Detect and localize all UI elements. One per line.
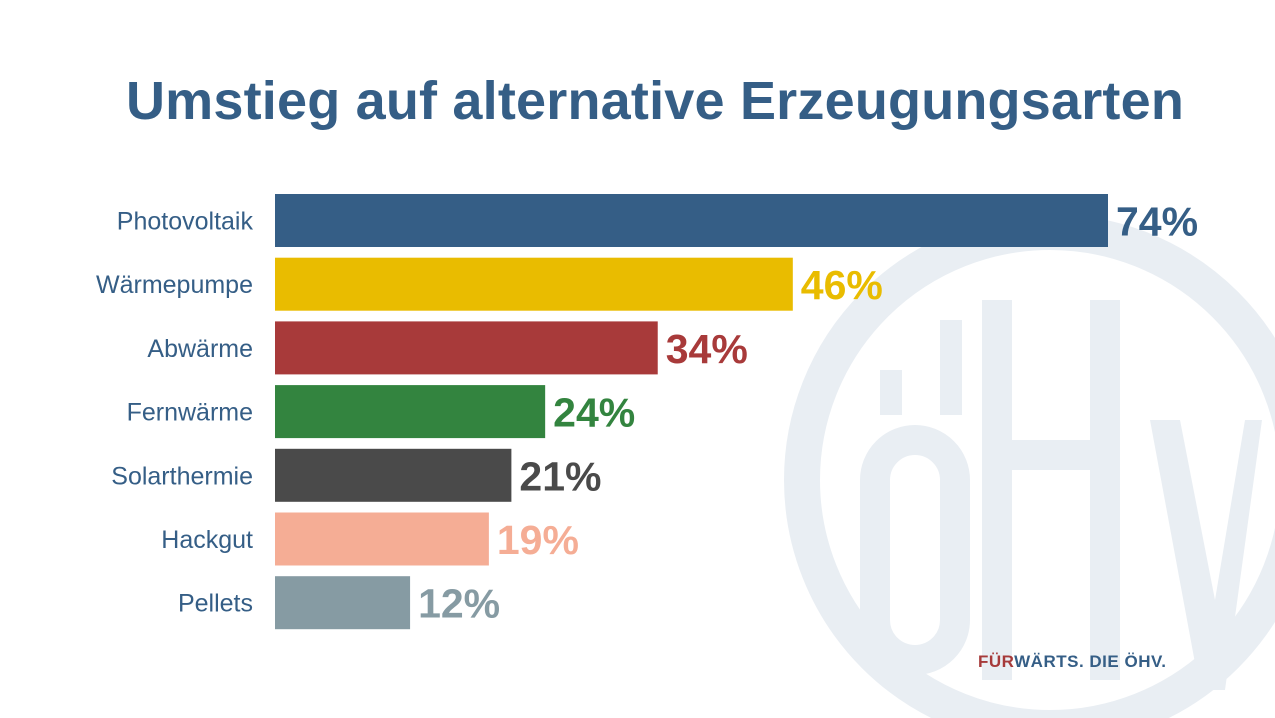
category-label-abw-rme: Abwärme [147, 335, 253, 363]
category-label-w-rmepumpe: Wärmepumpe [96, 271, 253, 299]
bar-solarthermie [275, 448, 512, 502]
value-label-abw-rme: 34% [666, 326, 748, 372]
bar-photovoltaik [275, 194, 1108, 247]
value-label-solarthermie: 21% [519, 453, 601, 499]
bar-w-rmepumpe [275, 257, 793, 311]
category-label-photovoltaik: Photovoltaik [117, 208, 254, 236]
value-label-fernw-rme: 24% [553, 390, 635, 436]
bar-fernw-rme [275, 385, 546, 439]
category-label-fernw-rme: Fernwärme [127, 399, 253, 427]
bar-hackgut [275, 512, 489, 566]
category-label-hackgut: Hackgut [161, 526, 253, 554]
category-label-pellets: Pellets [178, 590, 253, 618]
value-label-pellets: 12% [418, 581, 500, 627]
value-label-w-rmepumpe: 46% [801, 262, 883, 308]
bar-abw-rme [275, 321, 658, 375]
value-label-hackgut: 19% [497, 517, 579, 563]
slogan-part-2: WÄRTS. DIE ÖHV. [1014, 652, 1167, 671]
chart-title: Umstieg auf alternative Erzeugungsarten [125, 71, 1185, 131]
slogan: FÜRWÄRTS. DIE ÖHV. [978, 652, 1166, 672]
bar-pellets [275, 576, 411, 630]
slogan-part-1: FÜR [978, 652, 1015, 671]
value-label-photovoltaik: 74% [1116, 199, 1198, 245]
category-label-solarthermie: Solarthermie [111, 462, 253, 490]
